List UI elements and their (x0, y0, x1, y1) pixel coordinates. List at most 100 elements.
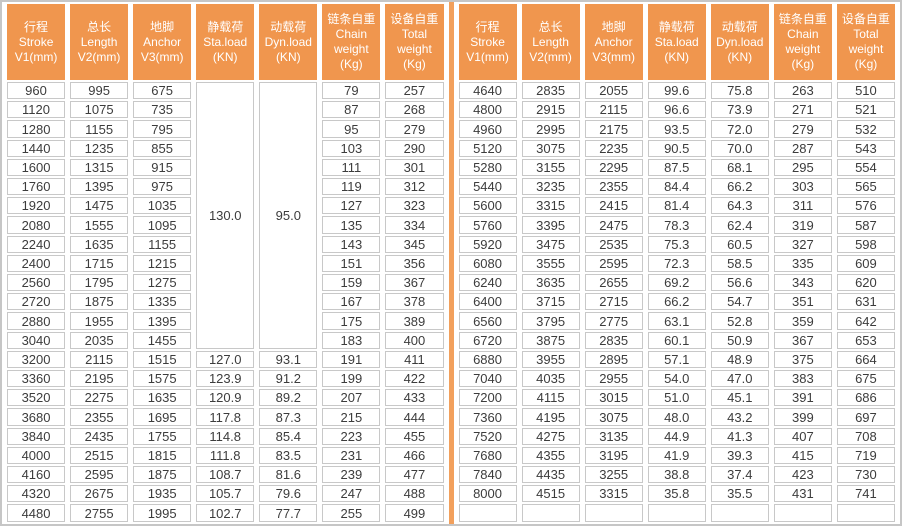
table-row: 5440 3235 2355 84.4 66.2 303 565 (458, 178, 895, 196)
column-header-line: 总长 (87, 19, 112, 34)
table-cell: 62.4 (710, 216, 769, 234)
table-cell: 35.8 (647, 485, 706, 503)
table-cell: 127 (322, 197, 381, 215)
table-cell: 2080 (7, 216, 66, 234)
table-cell: 6880 (458, 350, 517, 369)
table-cell: 915 (133, 158, 192, 177)
table-cell: 89.2 (259, 389, 318, 407)
table-cell: 66.2 (647, 293, 706, 311)
table-cell: 6240 (458, 274, 517, 292)
table-cell: 422 (385, 370, 444, 388)
spec-table-right-header: 行程 Stroke V1(mm) 总长 Length V2(mm) 地脚 Anchor V3(m… (458, 4, 895, 80)
table-cell: 311 (773, 197, 832, 215)
table-cell: 257 (385, 82, 444, 100)
table-cell: 3135 (584, 427, 643, 445)
table-cell: 1755 (133, 427, 192, 445)
table-cell: 4515 (521, 485, 580, 503)
table-cell: 95 (322, 120, 381, 138)
table-cell: 2415 (584, 197, 643, 215)
table-cell: 1475 (70, 197, 129, 215)
table-cell: 1815 (133, 446, 192, 465)
table-cell (521, 504, 580, 522)
table-cell: 41.9 (647, 446, 706, 465)
table-cell: 521 (836, 101, 895, 119)
column-header-line: weight (397, 42, 432, 56)
column-header-chain-weight: 链条自重 Chain weight (Kg) (773, 4, 832, 80)
table-cell: 327 (773, 235, 832, 253)
column-header-stroke: 行程 Stroke V1(mm) (7, 4, 66, 80)
table-cell: 2355 (70, 408, 129, 426)
table-cell: 960 (7, 82, 66, 100)
table-cell: 3195 (584, 446, 643, 465)
table-cell: 3955 (521, 350, 580, 369)
table-cell: 3200 (7, 350, 66, 369)
table-cell: 50.9 (710, 331, 769, 349)
column-header-line: 链条自重 (778, 12, 827, 26)
table-cell: 1120 (7, 101, 66, 119)
table-row: 7200 4115 3015 51.0 45.1 391 686 (458, 389, 895, 407)
table-cell: 3715 (521, 293, 580, 311)
table-cell: 3795 (521, 312, 580, 330)
table-cell: 263 (773, 82, 832, 100)
table-cell: 38.8 (647, 466, 706, 484)
table-cell: 4800 (458, 101, 517, 119)
table-row: 1440 1235 855 103 290 (7, 139, 444, 157)
column-header-static-load: 静载荷 Sta.load (KN) (196, 4, 255, 80)
column-header-anchor: 地脚 Anchor V3(mm) (133, 4, 192, 80)
table-cell (773, 504, 832, 522)
table-cell: 7040 (458, 370, 517, 388)
table-cell: 1715 (70, 254, 129, 273)
table-cell: 44.9 (647, 427, 706, 445)
table-cell: 5280 (458, 158, 517, 177)
column-header-line: Sta.load (654, 34, 699, 49)
table-cell: 3040 (7, 331, 66, 349)
column-header-line: 设备自重 (841, 12, 890, 26)
spec-table-right-grid: 行程 Stroke V1(mm) 总长 Length V2(mm) 地脚 Anchor V3(m… (454, 2, 901, 524)
table-cell: 127.0 (196, 350, 255, 369)
table-cell: 239 (322, 466, 381, 484)
table-cell: 510 (836, 82, 895, 100)
table-row: 1280 1155 795 95 279 (7, 120, 444, 138)
table-cell (710, 504, 769, 522)
table-cell: 598 (836, 235, 895, 253)
table-row: 4800 2915 2115 96.6 73.9 271 521 (458, 101, 895, 119)
table-cell: 4355 (521, 446, 580, 465)
table-cell: 620 (836, 274, 895, 292)
table-cell: 77.7 (259, 504, 318, 522)
table-cell: 295 (773, 158, 832, 177)
table-row: 1760 1395 975 119 312 (7, 178, 444, 196)
table-cell: 2895 (584, 350, 643, 369)
table-cell: 1395 (133, 312, 192, 330)
table-cell: 90.5 (647, 139, 706, 157)
table-cell: 143 (322, 235, 381, 253)
table-cell: 1155 (70, 120, 129, 138)
table-cell: 3680 (7, 408, 66, 426)
table-cell: 120.9 (196, 389, 255, 407)
table-cell: 554 (836, 158, 895, 177)
table-cell: 2595 (70, 466, 129, 484)
table-cell: 356 (385, 254, 444, 273)
table-cell (584, 504, 643, 522)
column-header-line: weight (334, 42, 369, 56)
table-cell: 255 (322, 504, 381, 522)
table-cell: 719 (836, 446, 895, 465)
column-header-line: 地脚 (601, 19, 626, 34)
table-cell: 383 (773, 370, 832, 388)
table-cell: 70.0 (710, 139, 769, 157)
column-header-anchor: 地脚 Anchor V3(mm) (584, 4, 643, 80)
column-header-line: Total (853, 27, 879, 41)
table-cell: 41.3 (710, 427, 769, 445)
table-cell: 3155 (521, 158, 580, 177)
table-cell: 167 (322, 293, 381, 311)
table-cell: 7200 (458, 389, 517, 407)
column-header-line: Chain (335, 27, 368, 41)
table-cell: 39.3 (710, 446, 769, 465)
table-cell: 565 (836, 178, 895, 196)
table-cell: 466 (385, 446, 444, 465)
table-row: 1120 1075 735 87 268 (7, 101, 444, 119)
table-cell: 323 (385, 197, 444, 215)
table-row: 7840 4435 3255 38.8 37.4 423 730 (458, 466, 895, 484)
table-cell: 1875 (70, 293, 129, 311)
table-cell: 268 (385, 101, 444, 119)
table-cell: 367 (773, 331, 832, 349)
